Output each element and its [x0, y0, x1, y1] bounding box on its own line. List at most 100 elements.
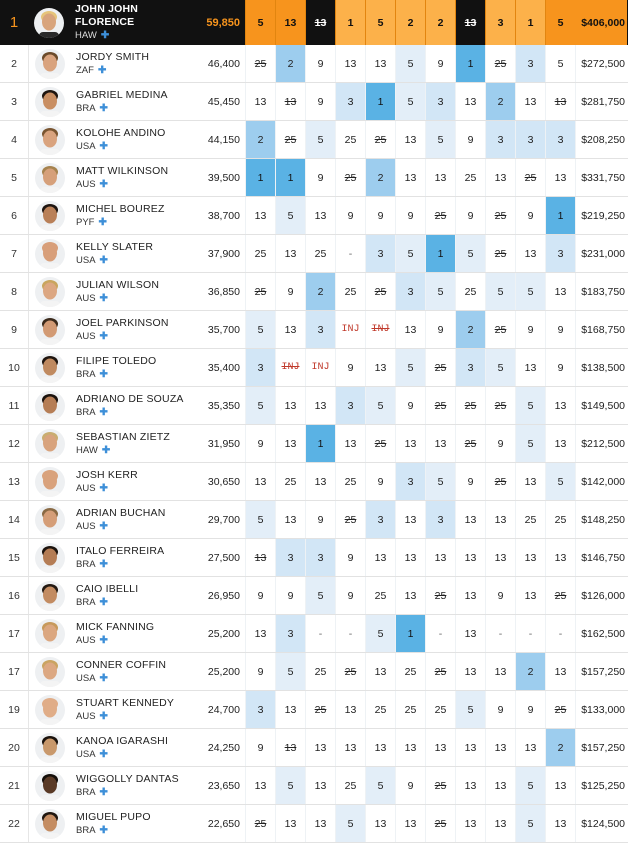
add-user-icon[interactable]: ✚: [99, 786, 108, 798]
surfer-name[interactable]: CONNER COFFIN: [76, 658, 167, 671]
rank: 6: [11, 209, 17, 222]
surfer-name[interactable]: MICHEL BOUREZ: [76, 202, 165, 215]
event-result-value: 13: [344, 703, 357, 716]
table-row[interactable]: 9 JOEL PARKINSON AUS ✚ 35,700 5 13 3 INJ INJ 1…: [0, 311, 628, 349]
table-row[interactable]: 2 JORDY SMITH ZAF ✚ 46,400 25 2 9 13 13 5 9 1 25 3…: [0, 45, 628, 83]
surfer-cell[interactable]: MATT WILKINSON AUS ✚: [28, 159, 199, 196]
surfer-name[interactable]: ADRIAN BUCHAN: [76, 506, 166, 519]
table-row[interactable]: 17 MICK FANNING AUS ✚ 25,200 13 3 - - 5 1 - 13 - -…: [0, 615, 628, 653]
table-row[interactable]: 8 JULIAN WILSON AUS ✚ 36,850 25 9 2 25 25 3 5 25…: [0, 273, 628, 311]
add-user-icon[interactable]: ✚: [99, 140, 108, 152]
table-row[interactable]: 4 KOLOHE ANDINO USA ✚ 44,150 2 25 5 25 25 13 5 9…: [0, 121, 628, 159]
table-row[interactable]: 20 KANOA IGARASHI USA ✚ 24,250 9 13 13 13 13 1…: [0, 729, 628, 767]
add-user-icon[interactable]: ✚: [99, 178, 108, 190]
add-user-icon[interactable]: ✚: [99, 254, 108, 266]
add-user-icon[interactable]: ✚: [99, 824, 108, 836]
table-row[interactable]: 13 JOSH KERR AUS ✚ 30,650 13 25 13 25 9 3 5 9 25 1…: [0, 463, 628, 501]
add-user-icon[interactable]: ✚: [99, 710, 108, 722]
table-row[interactable]: 22 MIGUEL PUPO BRA ✚ 22,650 25 13 13 5 13 13 25…: [0, 805, 628, 843]
surfer-name[interactable]: STUART KENNEDY: [76, 696, 175, 709]
surfer-name[interactable]: MIGUEL PUPO: [76, 810, 151, 823]
add-user-icon[interactable]: ✚: [98, 216, 107, 228]
surfer-cell[interactable]: JORDY SMITH ZAF ✚: [28, 45, 199, 82]
table-row[interactable]: 17 CONNER COFFIN USA ✚ 25,200 9 5 25 25 13 25 2…: [0, 653, 628, 691]
surfer-cell[interactable]: CAIO IBELLI BRA ✚: [28, 577, 199, 614]
surfer-name[interactable]: KANOA IGARASHI: [76, 734, 169, 747]
event-result: 13: [395, 425, 425, 462]
surfer-cell[interactable]: FILIPE TOLEDO BRA ✚: [28, 349, 199, 386]
add-user-icon[interactable]: ✚: [99, 292, 108, 304]
add-user-icon[interactable]: ✚: [99, 596, 108, 608]
add-user-icon[interactable]: ✚: [97, 64, 107, 76]
event-result: 25: [335, 121, 365, 158]
table-row[interactable]: 11 ADRIANO DE SOUZA BRA ✚ 35,350 5 13 13 3 5 9…: [0, 387, 628, 425]
table-row[interactable]: 7 KELLY SLATER USA ✚ 37,900 25 13 25-3 5 1 5 25…: [0, 235, 628, 273]
surfer-name[interactable]: JOEL PARKINSON: [76, 316, 169, 329]
table-row[interactable]: 5 MATT WILKINSON AUS ✚ 39,500 1 1 9 25 2 13 13 2…: [0, 159, 628, 197]
add-user-icon[interactable]: ✚: [99, 520, 108, 532]
surfer-name[interactable]: JOSH KERR: [76, 468, 138, 481]
table-row[interactable]: 1 JOHN JOHN FLORENCE HAW ✚ 59,850 5 13 13 1 5…: [0, 0, 628, 45]
add-user-icon[interactable]: ✚: [99, 406, 108, 418]
add-user-icon[interactable]: ✚: [99, 748, 108, 760]
surfer-name[interactable]: WIGGOLLY DANTAS: [76, 772, 179, 785]
surfer-name[interactable]: CAIO IBELLI: [76, 582, 139, 595]
surfer-cell[interactable]: KOLOHE ANDINO USA ✚: [28, 121, 199, 158]
surfer-name[interactable]: ITALO FERREIRA: [76, 544, 165, 557]
surfer-cell[interactable]: JOEL PARKINSON AUS ✚: [28, 311, 199, 348]
table-row[interactable]: 14 ADRIAN BUCHAN AUS ✚ 29,700 5 13 9 25 3 13 3 1…: [0, 501, 628, 539]
surfer-name[interactable]: MATT WILKINSON: [76, 164, 169, 177]
table-row[interactable]: 6 MICHEL BOUREZ PYF ✚ 38,700 13 5 13 9 9 9 25 9 2…: [0, 197, 628, 235]
surfer-cell[interactable]: WIGGOLLY DANTAS BRA ✚: [28, 767, 199, 804]
add-user-icon[interactable]: ✚: [99, 368, 108, 380]
surfer-name[interactable]: JORDY SMITH: [76, 50, 150, 63]
surfer-name[interactable]: ADRIANO DE SOUZA: [76, 392, 184, 405]
surfer-cell[interactable]: STUART KENNEDY AUS ✚: [28, 691, 199, 728]
add-user-icon[interactable]: ✚: [99, 102, 108, 114]
event-result: 25: [455, 273, 485, 310]
surfer-cell[interactable]: ADRIANO DE SOUZA BRA ✚: [28, 387, 199, 424]
surfer-cell[interactable]: KELLY SLATER USA ✚: [28, 235, 199, 272]
event-result: 3: [245, 691, 275, 728]
surfer-cell[interactable]: JOHN JOHN FLORENCE HAW ✚: [28, 0, 199, 45]
surfer-cell[interactable]: ITALO FERREIRA BRA ✚: [28, 539, 199, 576]
table-row[interactable]: 16 CAIO IBELLI BRA ✚ 26,950 9 9 5 9 25 13 25 13 9…: [0, 577, 628, 615]
surfer-name[interactable]: JOHN JOHN FLORENCE: [75, 3, 139, 28]
surfer-name[interactable]: JULIAN WILSON: [76, 278, 160, 291]
surfer-cell[interactable]: MICK FANNING AUS ✚: [28, 615, 199, 652]
rank: 9: [11, 323, 17, 336]
surfer-cell[interactable]: CONNER COFFIN USA ✚: [28, 653, 199, 690]
surfer-cell[interactable]: SEBASTIAN ZIETZ HAW ✚: [28, 425, 199, 462]
surfer-cell[interactable]: JOSH KERR AUS ✚: [28, 463, 199, 500]
rank: 2: [11, 57, 17, 70]
table-row[interactable]: 21 WIGGOLLY DANTAS BRA ✚ 23,650 13 5 13 25 5 9…: [0, 767, 628, 805]
add-user-icon[interactable]: ✚: [99, 558, 108, 570]
table-row[interactable]: 12 SEBASTIAN ZIETZ HAW ✚ 31,950 9 13 1 13 25 1…: [0, 425, 628, 463]
surfer-name[interactable]: MICK FANNING: [76, 620, 155, 633]
surfer-cell[interactable]: ADRIAN BUCHAN AUS ✚: [28, 501, 199, 538]
points: 25,200: [207, 665, 240, 678]
surfer-cell[interactable]: JULIAN WILSON AUS ✚: [28, 273, 199, 310]
event-result: 25: [365, 425, 395, 462]
table-row[interactable]: 3 GABRIEL MEDINA BRA ✚ 45,450 13 13 9 3 1 5 3 13…: [0, 83, 628, 121]
surfer-cell[interactable]: MIGUEL PUPO BRA ✚: [28, 805, 199, 842]
surfer-name[interactable]: KELLY SLATER: [76, 240, 154, 253]
surfer-cell[interactable]: GABRIEL MEDINA BRA ✚: [28, 83, 199, 120]
surfer-cell[interactable]: KANOA IGARASHI USA ✚: [28, 729, 199, 766]
table-row[interactable]: 19 STUART KENNEDY AUS ✚ 24,700 3 13 25 13 25 2…: [0, 691, 628, 729]
add-user-icon[interactable]: ✚: [101, 444, 111, 456]
table-row[interactable]: 15 ITALO FERREIRA BRA ✚ 27,500 13 3 3 9 13 13 1…: [0, 539, 628, 577]
add-user-icon[interactable]: ✚: [99, 330, 108, 342]
surfer-name[interactable]: GABRIEL MEDINA: [76, 88, 168, 101]
add-user-icon[interactable]: ✚: [99, 482, 108, 494]
event-result: 13: [305, 197, 335, 234]
add-user-icon[interactable]: ✚: [99, 634, 108, 646]
surfer-name[interactable]: SEBASTIAN ZIETZ: [76, 430, 171, 443]
surfer-name[interactable]: FILIPE TOLEDO: [76, 354, 157, 367]
event-result: 3: [245, 349, 275, 386]
add-user-icon[interactable]: ✚: [100, 30, 110, 41]
table-row[interactable]: 10 FILIPE TOLEDO BRA ✚ 35,400 3 INJ INJ 9 13 5…: [0, 349, 628, 387]
surfer-cell[interactable]: MICHEL BOUREZ PYF ✚: [28, 197, 199, 234]
surfer-name[interactable]: KOLOHE ANDINO: [76, 126, 166, 139]
add-user-icon[interactable]: ✚: [99, 672, 108, 684]
